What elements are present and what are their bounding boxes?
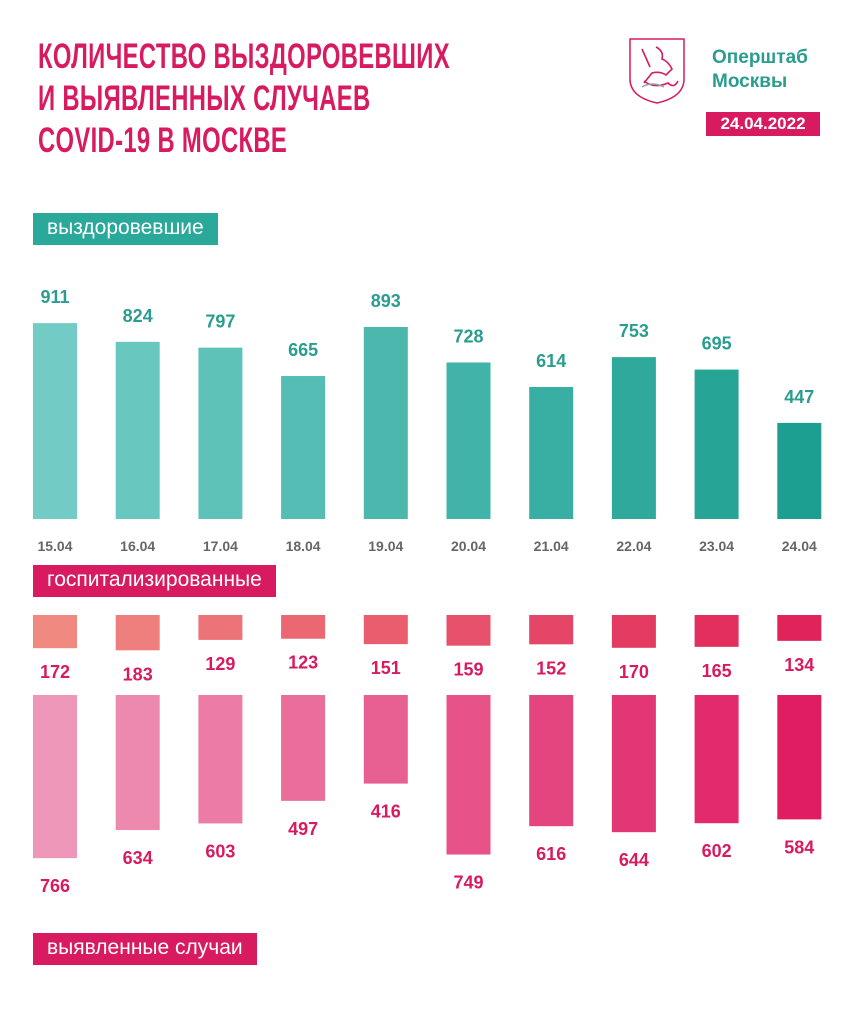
value-label-hospitalized: 129: [205, 654, 235, 674]
bar-cases: [694, 695, 739, 824]
value-label-hospitalized: 134: [784, 655, 814, 675]
bar-hospitalized: [281, 615, 326, 639]
bar-recovered: [446, 362, 491, 519]
bar-hospitalized: [446, 615, 491, 646]
bar-cases: [529, 695, 574, 827]
bar-recovered: [694, 369, 739, 519]
bar-hospitalized: [611, 615, 656, 648]
bar-cases: [446, 695, 491, 855]
value-label-recovered: 728: [453, 326, 483, 346]
title-line: COVID-19 В МОСКВЕ: [38, 121, 288, 160]
legend-recovered: выздоровевшие: [33, 213, 218, 245]
page-title: КОЛИЧЕСТВО ВЫЗДОРОВЕВШИХ И ВЫЯВЛЕННЫХ СЛ…: [38, 36, 450, 162]
value-label-cases: 634: [123, 848, 153, 868]
bar-hospitalized: [529, 615, 574, 645]
bar-hospitalized: [363, 615, 408, 645]
org-name: Оперштаб Москвы: [712, 46, 808, 94]
bar-recovered: [363, 327, 408, 519]
value-label-recovered: 911: [40, 287, 69, 307]
bar-cases: [115, 695, 160, 831]
bar-recovered: [611, 357, 656, 519]
value-label-hospitalized: 152: [536, 658, 566, 678]
value-label-recovered: 797: [205, 312, 235, 332]
moscow-coat-of-arms-icon: [629, 38, 685, 104]
legend-hospitalized: госпитализированные: [33, 565, 276, 597]
x-tick-label: 24.04: [782, 538, 817, 554]
value-label-recovered: 447: [784, 387, 814, 407]
bar-hospitalized: [777, 615, 822, 641]
value-label-recovered: 753: [619, 321, 649, 341]
x-tick-label: 23.04: [699, 538, 734, 554]
bar-cases: [33, 695, 77, 859]
value-label-cases: 602: [702, 841, 732, 861]
value-label-recovered: 695: [702, 334, 732, 354]
x-tick-label: 15.04: [37, 538, 72, 554]
bar-cases: [777, 695, 822, 820]
value-label-cases: 616: [536, 844, 566, 864]
title-line: КОЛИЧЕСТВО ВЫЗДОРОВЕВШИХ: [38, 37, 450, 76]
value-label-cases: 766: [40, 876, 70, 896]
x-tick-label: 16.04: [120, 538, 155, 554]
org-line: Москвы: [712, 71, 788, 92]
bar-hospitalized: [115, 615, 160, 651]
bar-recovered: [529, 386, 574, 519]
value-label-cases: 416: [371, 802, 401, 822]
value-label-recovered: 893: [371, 291, 401, 311]
value-label-cases: 749: [453, 873, 483, 893]
bar-hospitalized: [33, 615, 77, 649]
value-label-hospitalized: 183: [123, 664, 153, 684]
value-label-hospitalized: 172: [40, 662, 70, 682]
bar-recovered: [281, 376, 326, 519]
bar-recovered: [198, 347, 243, 519]
title-line: И ВЫЯВЛЕННЫХ СЛУЧАЕВ: [38, 79, 371, 118]
value-label-hospitalized: 151: [371, 658, 401, 678]
value-label-hospitalized: 165: [702, 661, 732, 681]
bar-hospitalized: [198, 615, 243, 640]
value-label-recovered: 824: [123, 306, 153, 326]
bar-recovered: [115, 341, 160, 519]
bar-recovered: [33, 323, 77, 519]
bar-cases: [198, 695, 243, 824]
bar-cases: [281, 695, 326, 801]
value-label-cases: 497: [288, 819, 318, 839]
bar-hospitalized: [694, 615, 739, 647]
value-label-hospitalized: 159: [453, 660, 483, 680]
value-label-recovered: 614: [536, 351, 566, 371]
value-label-cases: 644: [619, 850, 649, 870]
x-tick-label: 20.04: [451, 538, 486, 554]
value-label-cases: 603: [205, 841, 235, 861]
bar-cases: [363, 695, 408, 784]
date-badge: 24.04.2022: [706, 112, 820, 136]
x-tick-label: 19.04: [368, 538, 403, 554]
bar-cases: [611, 695, 656, 833]
legend-cases: выявленные случаи: [33, 933, 257, 965]
value-label-hospitalized: 123: [288, 653, 318, 673]
x-tick-label: 18.04: [286, 538, 321, 554]
bar-recovered: [777, 422, 822, 519]
value-label-cases: 584: [784, 837, 814, 857]
value-label-hospitalized: 170: [619, 662, 649, 682]
org-line: Оперштаб: [712, 47, 808, 68]
x-tick-label: 17.04: [203, 538, 238, 554]
x-tick-label: 21.04: [534, 538, 569, 554]
x-tick-label: 22.04: [616, 538, 651, 554]
value-label-recovered: 665: [288, 340, 318, 360]
